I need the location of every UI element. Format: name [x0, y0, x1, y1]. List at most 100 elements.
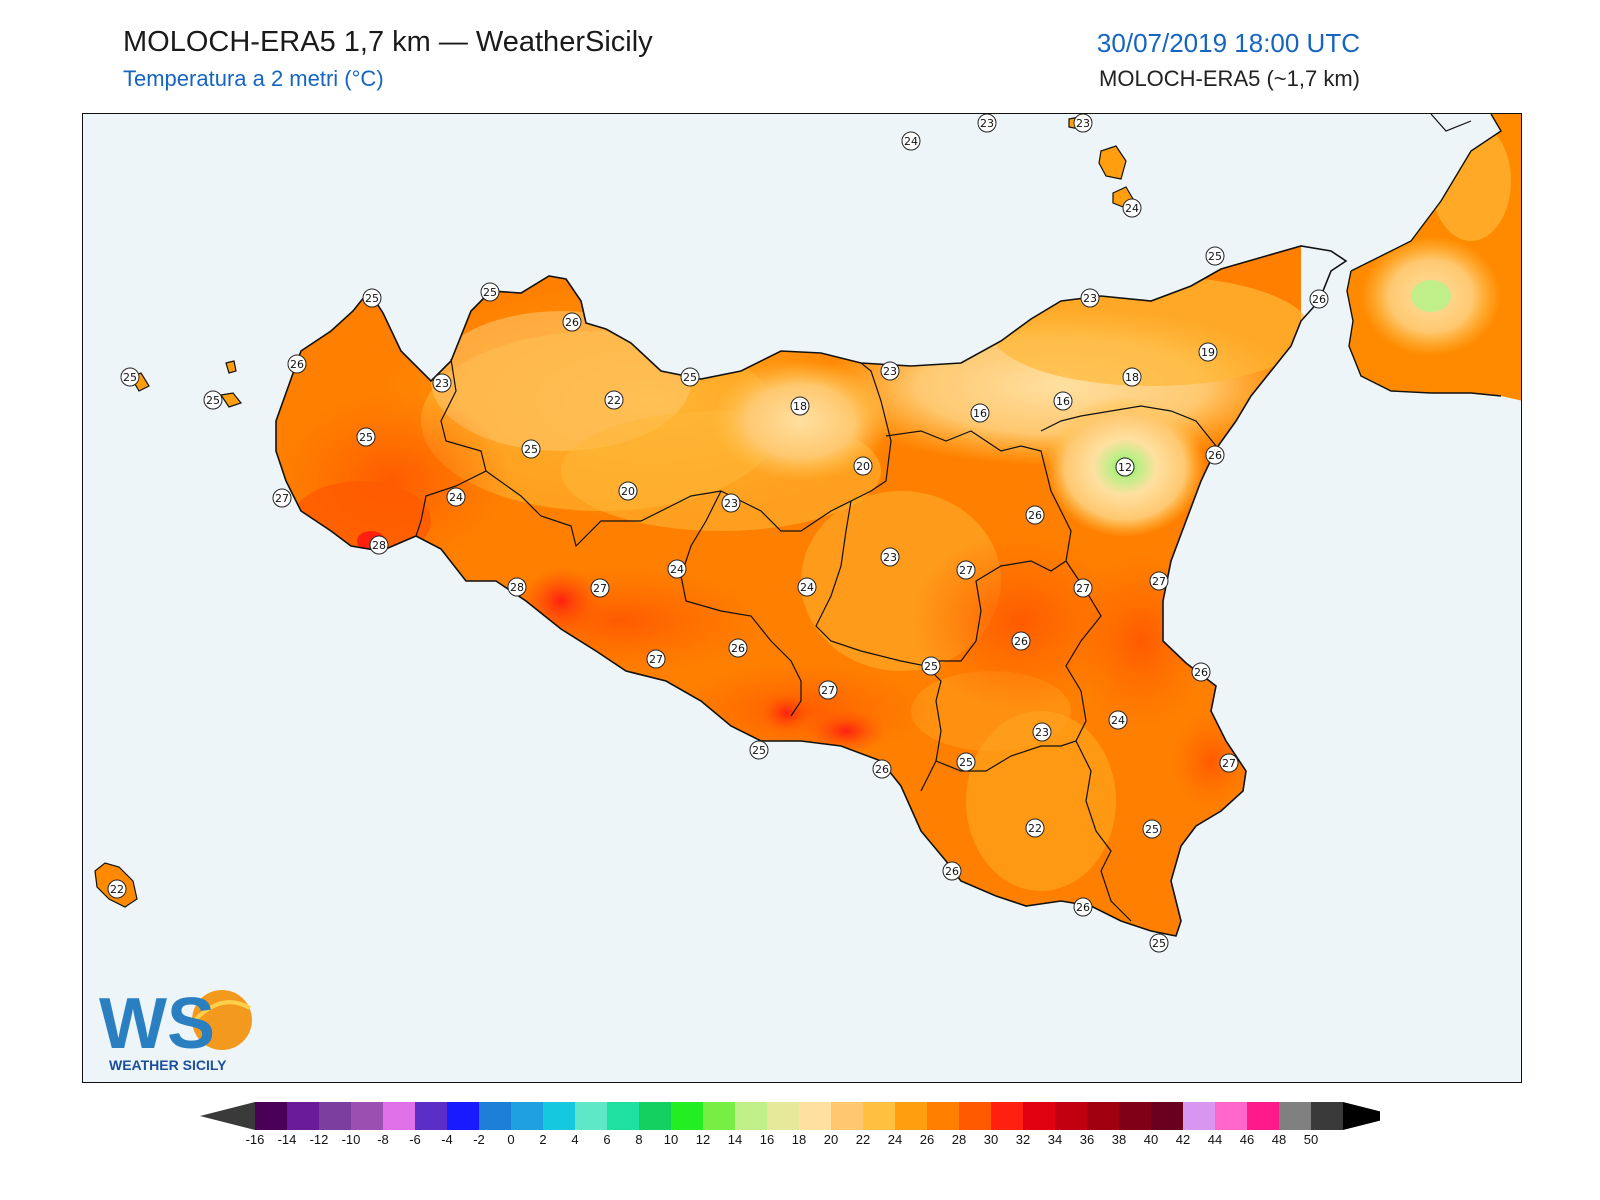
station-value: 25: [483, 286, 497, 299]
station-marker: 28: [507, 577, 527, 597]
colorbar-cell: [1119, 1102, 1151, 1130]
station-marker: 26: [872, 759, 892, 779]
station-value: 27: [593, 582, 607, 595]
station-value: 25: [959, 756, 973, 769]
egadi-island: [219, 392, 243, 408]
province-boundaries: [415, 358, 1217, 922]
station-value: 12: [1118, 461, 1132, 474]
station-marker: 23: [977, 114, 997, 133]
station-marker: 26: [1191, 662, 1211, 682]
map-panel: 25 25 26 26 23 25 25 25 22 25 25 27 24 20 28 28 27 24 23 18…: [82, 113, 1522, 1083]
colorbar-cell: [671, 1102, 703, 1130]
colorbar-tick-label: -6: [409, 1132, 421, 1145]
colorbar-tick-label: 6: [603, 1132, 610, 1145]
station-value: 16: [973, 407, 987, 420]
colorbar-tick-label: 16: [760, 1132, 774, 1145]
colorbar-tick-label: -10: [342, 1132, 361, 1145]
colorbar-cell: [607, 1102, 639, 1130]
colorbar-tick-label: 20: [824, 1132, 838, 1145]
colorbar-cell: [959, 1102, 991, 1130]
colorbar-tick-label: -14: [278, 1132, 297, 1145]
station-marker: 26: [1205, 445, 1225, 465]
station-marker: 22: [1025, 818, 1045, 838]
station-circle: [1205, 445, 1225, 465]
station-value: 25: [1145, 823, 1159, 836]
egadi-island: [225, 360, 237, 374]
station-circle: [272, 488, 292, 508]
station-marker: 20: [618, 481, 638, 501]
station-value: 27: [275, 492, 289, 505]
station-circle: [618, 481, 638, 501]
colorbar-tick-label: 26: [920, 1132, 934, 1145]
station-circle: [921, 656, 941, 676]
station-circle: [562, 312, 582, 332]
colorbar-tick-label: 14: [728, 1132, 742, 1145]
colorbar-tick-label: 50: [1304, 1132, 1318, 1145]
station-circle: [1011, 631, 1031, 651]
station-circle: [1073, 897, 1093, 917]
station-value: 27: [959, 564, 973, 577]
colorbar-cell: [735, 1102, 767, 1130]
colorbar-cell: [319, 1102, 351, 1130]
station-circle: [287, 354, 307, 374]
colorbar-tick-label: 2: [539, 1132, 546, 1145]
station-marker: 26: [1025, 505, 1045, 525]
station-value: 25: [359, 431, 373, 444]
colorbar-cell: [447, 1102, 479, 1130]
station-marker: 18: [1122, 367, 1142, 387]
station-value: 26: [945, 865, 959, 878]
station-circle: [818, 680, 838, 700]
sicily-temperature-field: [276, 246, 1311, 936]
station-circle: [880, 361, 900, 381]
colorbar-cell: [383, 1102, 415, 1130]
colorbar-lower-arrow: [200, 1102, 255, 1130]
station-marker: 27: [956, 560, 976, 580]
colorbar-cell: [287, 1102, 319, 1130]
station-value: 23: [1083, 292, 1097, 305]
station-circle: [1122, 367, 1142, 387]
station-circle: [604, 390, 624, 410]
station-value: 23: [883, 551, 897, 564]
station-marker: 24: [1122, 198, 1142, 218]
station-marker: 23: [1080, 288, 1100, 308]
colorbar-tick-label: 30: [984, 1132, 998, 1145]
station-value: 27: [649, 653, 663, 666]
station-circle: [1219, 753, 1239, 773]
colorbar-tick-label: 24: [888, 1132, 902, 1145]
colorbar-tick-label: 40: [1144, 1132, 1158, 1145]
station-marker: 23: [880, 361, 900, 381]
station-value: 26: [1076, 901, 1090, 914]
station-marker: 16: [970, 403, 990, 423]
station-circle: [970, 403, 990, 423]
station-marker: 23: [432, 373, 452, 393]
colorbar-upper-arrow: [1343, 1102, 1380, 1130]
station-marker: 25: [1149, 933, 1169, 953]
colorbar-cell: [351, 1102, 383, 1130]
station-marker: 25: [362, 288, 382, 308]
station-marker: 23: [880, 547, 900, 567]
station-value: 25: [524, 443, 538, 456]
station-marker: 28: [369, 535, 389, 555]
station-value: 23: [980, 117, 994, 130]
colorbar-cell: [1055, 1102, 1087, 1130]
station-marker: 12: [1115, 457, 1135, 477]
station-marker: 26: [1309, 289, 1329, 309]
colorbar-cell: [863, 1102, 895, 1130]
station-circle: [942, 861, 962, 881]
station-value: 25: [752, 744, 766, 757]
station-marker: 23: [721, 493, 741, 513]
colorbar-cell: [479, 1102, 511, 1130]
station-marker: 25: [1142, 819, 1162, 839]
station-circle: [721, 493, 741, 513]
station-circle: [680, 367, 700, 387]
model-label: MOLOCH-ERA5 (~1,7 km): [1099, 66, 1360, 91]
station-circle: [1073, 578, 1093, 598]
station-circle: [356, 427, 376, 447]
station-marker: 25: [956, 752, 976, 772]
station-value: 26: [1208, 449, 1222, 462]
station-circle: [1108, 710, 1128, 730]
ws-logo-letters: WS: [99, 984, 215, 1064]
station-value: 20: [856, 460, 870, 473]
station-value: 25: [1208, 250, 1222, 263]
station-circle: [901, 131, 921, 151]
